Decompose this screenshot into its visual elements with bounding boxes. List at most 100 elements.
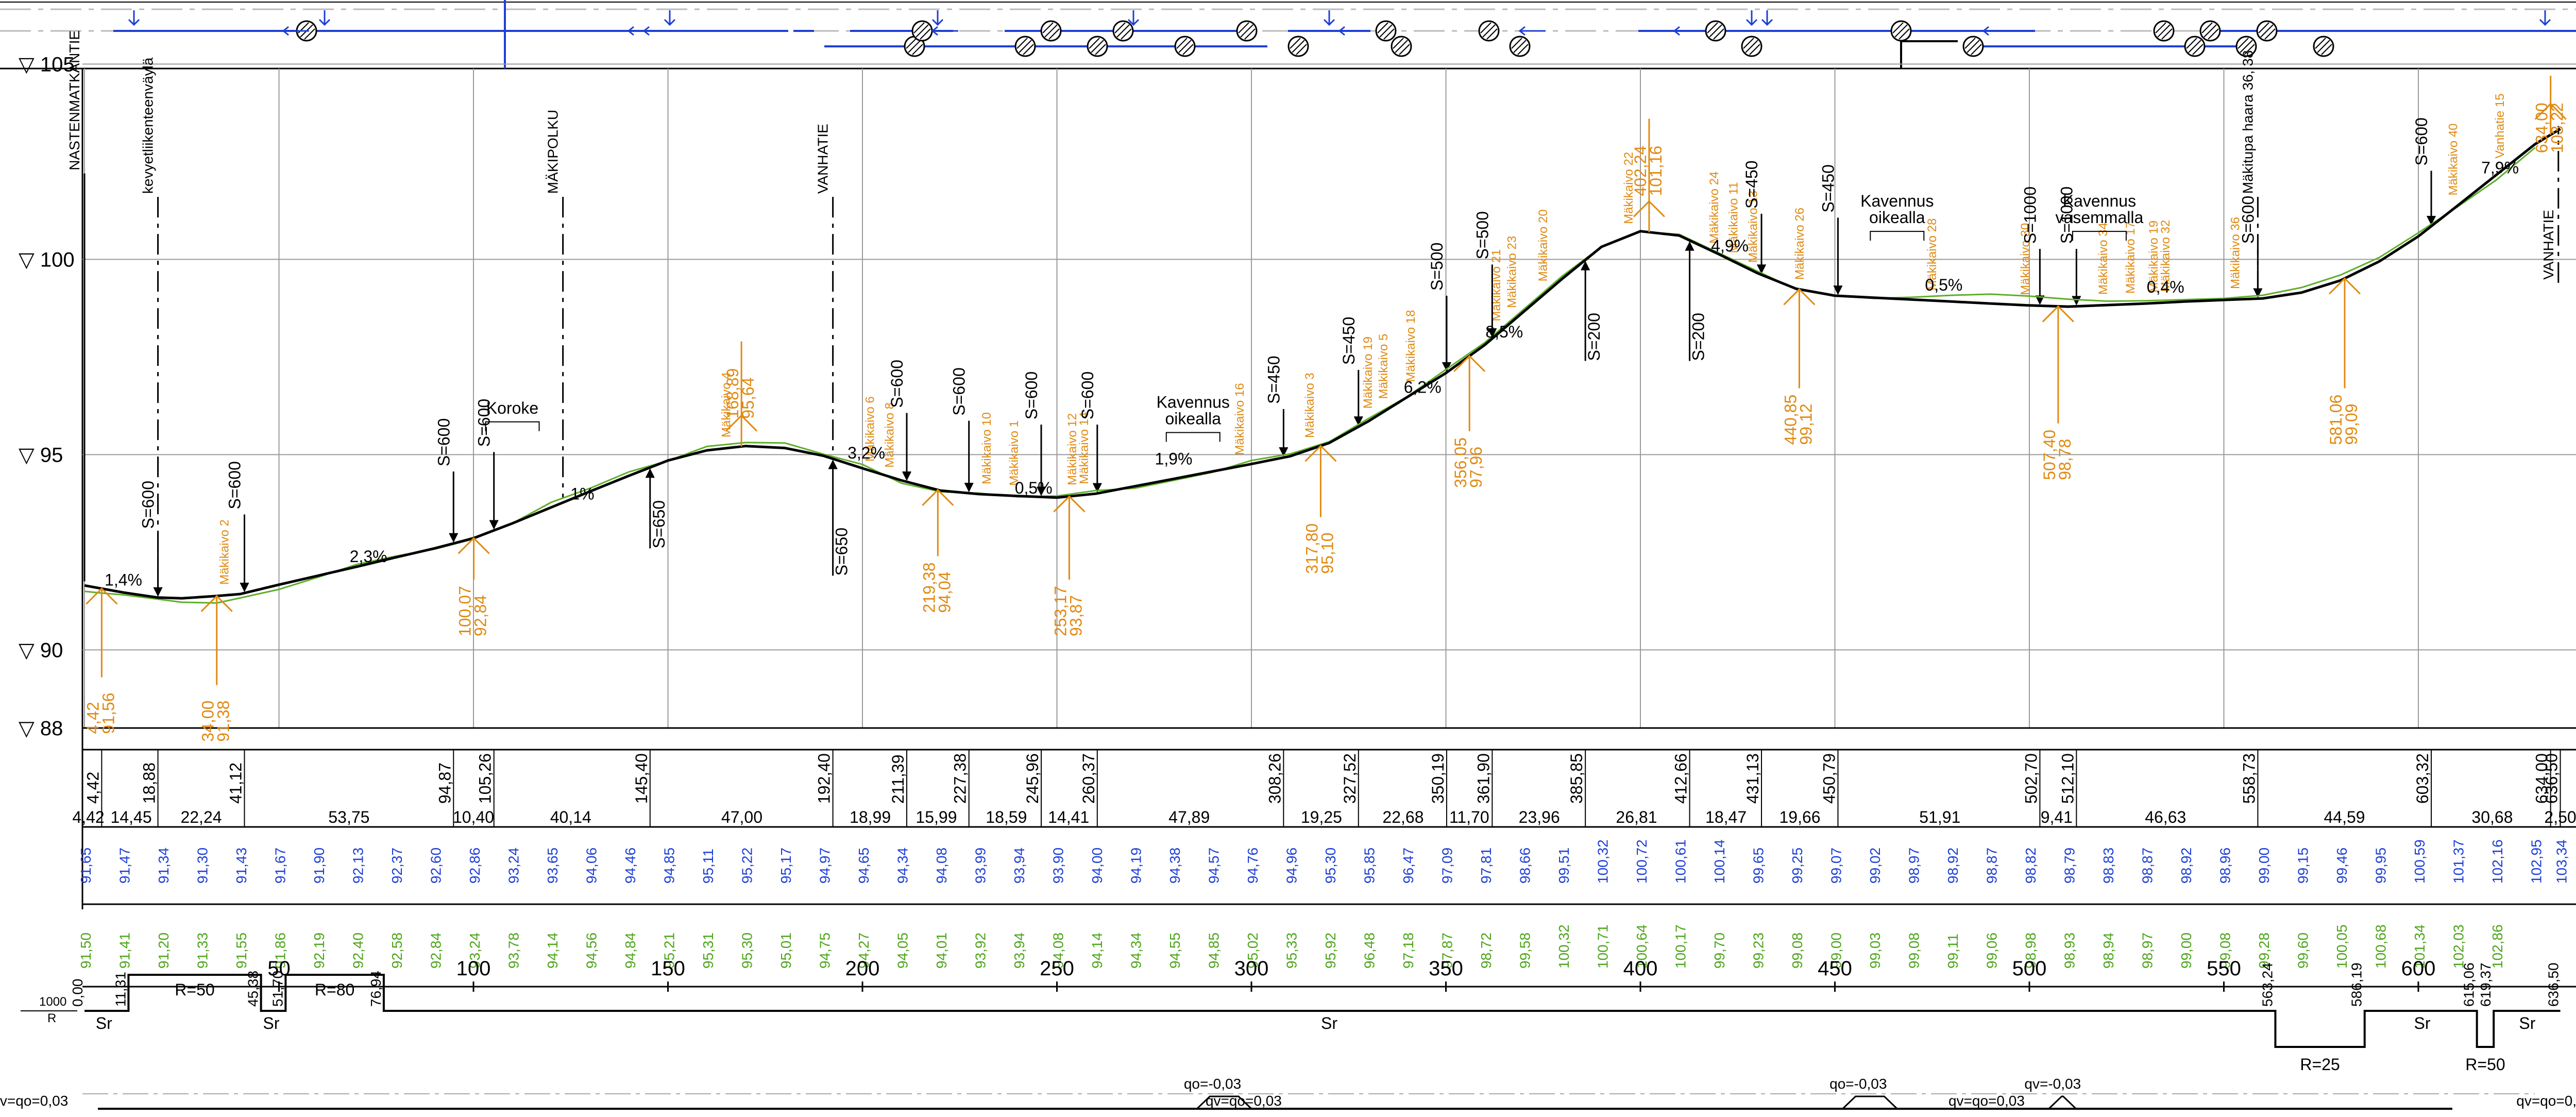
design-elevation: 91,67 [273,848,289,884]
existing-elevation: 94,56 [584,933,600,969]
svg-text:100,07: 100,07 [456,586,474,636]
flow-arrow [1982,26,2009,36]
svg-text:4,42: 4,42 [83,702,102,734]
existing-elevation: 100,68 [2373,924,2389,969]
manhole-label: Mäkikaivo 13 [1747,191,1760,263]
curve-label: S=200 [1581,261,1603,361]
cross-slope-band: qv=qo=0,03qo=-0,03qv=qo=0,03qo=-0,03qv=q… [0,1076,2576,1110]
horizontal-curve: R=50 615,06 619,37 [2461,962,2505,1074]
svg-text:S=600: S=600 [888,360,906,408]
svg-text:oikealla: oikealla [1869,208,1925,227]
alignment-end: 636,50 [2546,962,2562,1007]
existing-elevation: 95,92 [1323,933,1338,969]
design-elevation: 94,08 [934,848,950,884]
manhole-label: Mäkikaivo 8 [883,402,896,468]
segment-length: 14,41 [1048,808,1089,826]
manhole-label: Mäkikaivo 22 [1622,152,1636,224]
manhole-label: Mäkikaivo 34 [2096,223,2110,295]
design-elevation: 100,14 [1711,839,1727,884]
existing-elevation: 99,03 [1867,933,1883,969]
flow-arrow [1745,10,1758,26]
svg-text:R=50: R=50 [2465,1055,2505,1074]
curve-label: S=600 [434,418,459,543]
design-elevation: 93,94 [1011,848,1027,884]
cross-slope-label: qv=-0,03 [2024,1076,2081,1092]
horizontal-curve: R=25 563,24 586,19 [2259,962,2364,1074]
design-elevation-band: 91,65 91,47 91,34 91,30 91,43 91,67 91,90 92,13… [78,839,2570,884]
grade-label: 1% [570,485,594,503]
svg-text:93,87: 93,87 [1066,595,1085,636]
existing-elevation: 94,05 [895,933,911,969]
design-elevation: 102,95 [2529,839,2545,884]
axis-tick-label: 250 [1040,957,1074,980]
svg-text:94,04: 94,04 [935,571,954,613]
existing-elevation: 91,20 [156,933,172,969]
curve-label: S=600 [2239,196,2263,298]
design-elevation: 91,47 [117,848,133,884]
design-elevation: 94,85 [662,848,677,884]
curve-label: S=600 [950,367,974,493]
existing-elevation: 92,40 [350,933,366,969]
svg-text:317,80: 317,80 [1302,523,1321,574]
manhole-symbol [1040,20,1062,42]
manhole-label: Mäkikaivo 10 [980,412,994,484]
curve-label: S=500 [1473,211,1497,338]
curve-label: S=600 [2412,117,2436,226]
manhole-symbol [904,36,925,57]
design-elevation: 92,86 [467,848,483,884]
manhole-label: Mäkikaivo 32 [2159,220,2173,292]
existing-elevation: 100,64 [1634,924,1650,969]
existing-elevation: 98,97 [2140,933,2156,969]
existing-elevation: 99,58 [1517,933,1533,969]
axis-tick-label: 500 [2012,957,2047,980]
curve-label: S=600 [225,461,249,593]
segment-length: 14,45 [111,808,152,826]
design-elevation: 99,65 [1751,848,1767,884]
svg-text:219,38: 219,38 [920,563,938,613]
design-elevation: 101,37 [2451,839,2467,884]
intersection-label: VANHATIE [2540,210,2556,280]
alignment-start: 0,00 [70,979,86,1007]
design-elevation: 98,79 [2062,848,2078,884]
station-value: 502,70 [2022,753,2040,804]
straight-label: Sr [263,1014,279,1033]
station-value: 4,42 [83,772,102,804]
segment-length: 18,59 [986,808,1027,826]
grade-percent-labels: 1,4% 2,3% 1% 3,2% 0,5% 1,9% 6,2% 8,5% 4,9% 0,5% 0,… [105,159,2519,589]
station-value: 412,66 [1672,753,1690,804]
manhole-label: Mäkikaivo 24 [1707,172,1721,244]
design-elevation: 95,11 [700,849,716,884]
flow-arrow [318,10,331,26]
svg-text:168,89: 168,89 [723,368,742,419]
segment-length: 9,41 [2041,808,2073,826]
existing-elevation: 99,60 [2295,933,2311,969]
svg-text:98,78: 98,78 [2056,439,2074,480]
grade-label: 4,9% [1711,236,1749,255]
existing-elevation: 94,08 [1050,933,1066,969]
svg-text:Kavennus: Kavennus [1157,393,1230,411]
svg-text:101,16: 101,16 [1647,146,1665,196]
design-elevation: 99,25 [1789,848,1805,884]
design-elevation: 94,46 [622,848,638,884]
axis-tick-label: 150 [651,957,685,980]
flow-arrow [2539,10,2551,26]
manhole-symbol [911,20,933,42]
design-elevation: 99,46 [2334,848,2350,884]
segment-length: 19,25 [1301,808,1342,826]
design-elevation: 98,87 [2140,848,2156,884]
flow-arrow [282,26,309,36]
design-elevation: 91,30 [195,848,211,884]
design-elevation: 95,17 [778,848,794,884]
curve-label: S=600 [888,360,911,481]
existing-elevation: 95,30 [739,933,755,969]
design-elevation: 98,82 [2023,848,2039,884]
svg-text:11,31: 11,31 [112,972,128,1007]
svg-text:S=600: S=600 [1022,371,1041,419]
flow-arrow [1761,10,1773,26]
segment-length: 51,91 [1919,808,1960,826]
station-value: 634,00 [2533,753,2551,804]
